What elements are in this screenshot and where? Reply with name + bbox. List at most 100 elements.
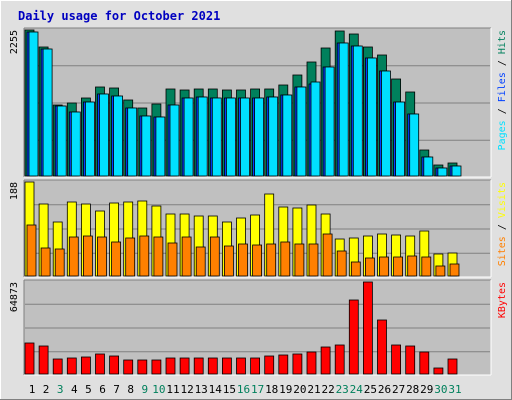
bar-kbytes-day-23 <box>334 344 345 375</box>
bar-sites-day-3 <box>54 248 65 277</box>
legend-item-pages: Pages <box>497 120 508 150</box>
x-tick-day-29: 29 <box>420 383 433 396</box>
x-tick-day-5: 5 <box>85 383 92 396</box>
bar-pages-day-12 <box>183 97 194 177</box>
bar-kbytes-day-1 <box>24 342 35 375</box>
bar-pages-day-13 <box>197 96 208 177</box>
bar-pages-day-18 <box>268 96 279 177</box>
bar-kbytes-day-21 <box>306 351 317 375</box>
bar-kbytes-day-27 <box>391 344 402 375</box>
bar-pages-day-25 <box>366 57 377 177</box>
bar-pages-day-1 <box>28 31 39 177</box>
bar-sites-day-18 <box>266 243 277 277</box>
bar-kbytes-day-9 <box>137 359 148 375</box>
panel-bottom: 64873 KBytes <box>9 279 508 376</box>
bar-sites-day-24 <box>350 261 361 277</box>
chart-panels: 2255 Pages / Files / Hits 188 Sites / Visit… <box>9 27 508 376</box>
x-tick-day-14: 14 <box>209 383 223 396</box>
x-tick-day-31: 31 <box>448 383 461 396</box>
bar-pages-day-19 <box>282 94 293 177</box>
bar-sites-day-12 <box>181 236 192 277</box>
bar-kbytes-day-26 <box>377 319 387 375</box>
bar-pages-day-11 <box>169 104 180 177</box>
x-tick-day-4: 4 <box>71 383 78 396</box>
bar-pages-day-2 <box>42 48 53 177</box>
legend-top: Pages / Files / Hits <box>497 30 508 150</box>
bar-kbytes-day-4 <box>66 357 77 375</box>
x-tick-day-9: 9 <box>141 383 148 396</box>
bar-kbytes-day-17 <box>250 357 261 375</box>
legend-separator: / <box>497 102 508 120</box>
x-tick-day-22: 22 <box>321 383 334 396</box>
bar-kbytes-day-22 <box>320 346 331 375</box>
x-tick-day-21: 21 <box>307 383 320 396</box>
x-tick-day-2: 2 <box>43 383 50 396</box>
bar-pages-day-21 <box>310 81 321 177</box>
x-tick-day-8: 8 <box>127 383 134 396</box>
bar-sites-day-14 <box>209 236 220 277</box>
bar-kbytes-day-25 <box>362 281 373 375</box>
x-tick-day-30: 30 <box>434 383 447 396</box>
bar-sites-day-23 <box>336 250 347 277</box>
bar-pages-day-7 <box>113 95 123 177</box>
bar-sites-day-6 <box>97 236 107 277</box>
bar-sites-day-13 <box>195 246 206 277</box>
x-tick-day-12: 12 <box>180 383 193 396</box>
bar-pages-day-23 <box>338 42 349 177</box>
x-tick-day-19: 19 <box>279 383 292 396</box>
bar-sites-day-8 <box>125 237 136 277</box>
bar-pages-day-9 <box>141 115 152 177</box>
bar-sites-day-27 <box>393 256 404 277</box>
bar-sites-day-28 <box>407 255 418 277</box>
bar-sites-day-5 <box>83 235 93 277</box>
x-tick-day-11: 11 <box>166 383 179 396</box>
bar-kbytes-day-19 <box>278 354 289 375</box>
legend-item-sites: Sites <box>497 236 508 266</box>
bar-sites-day-26 <box>379 256 389 277</box>
bar-kbytes-day-15 <box>221 357 232 375</box>
bar-pages-day-30 <box>437 167 448 177</box>
bar-sites-day-20 <box>294 243 305 277</box>
y-max-label: 188 <box>9 182 20 200</box>
bar-sites-day-30 <box>435 265 446 277</box>
bar-pages-day-6 <box>99 93 109 177</box>
legend-separator: / <box>497 218 508 236</box>
bar-pages-day-3 <box>56 105 67 177</box>
bar-pages-day-5 <box>85 101 95 177</box>
x-tick-day-15: 15 <box>223 383 236 396</box>
bar-kbytes-day-6 <box>95 353 105 375</box>
legend-separator: / <box>497 54 508 72</box>
bar-kbytes-day-29 <box>419 351 430 375</box>
bar-pages-day-14 <box>211 97 222 177</box>
bar-pages-day-16 <box>240 97 250 177</box>
bar-kbytes-day-3 <box>52 358 63 375</box>
bar-pages-day-20 <box>296 86 307 177</box>
bar-pages-day-10 <box>155 116 166 177</box>
legend-item-kbytes: KBytes <box>497 282 508 318</box>
bar-pages-day-8 <box>127 107 138 177</box>
bar-sites-day-19 <box>280 241 291 277</box>
x-tick-day-27: 27 <box>392 383 405 396</box>
y-max-label: 2255 <box>9 30 20 54</box>
bar-sites-day-4 <box>68 236 79 277</box>
x-tick-day-26: 26 <box>378 383 391 396</box>
bar-kbytes-day-14 <box>207 357 218 375</box>
bar-sites-day-16 <box>238 243 248 277</box>
bar-sites-day-7 <box>111 241 121 277</box>
x-tick-day-25: 25 <box>364 383 377 396</box>
bar-sites-day-17 <box>252 244 263 277</box>
bar-sites-day-9 <box>139 235 150 277</box>
x-tick-day-7: 7 <box>113 383 120 396</box>
bar-kbytes-day-13 <box>193 357 204 375</box>
bar-pages-day-29 <box>423 156 434 177</box>
bar-kbytes-day-5 <box>81 356 91 375</box>
bar-sites-day-21 <box>308 243 319 277</box>
bar-pages-day-24 <box>352 45 363 177</box>
bar-kbytes-day-20 <box>292 353 303 375</box>
legend-item-files: Files <box>497 72 508 102</box>
bar-pages-day-28 <box>409 113 420 177</box>
x-tick-day-10: 10 <box>152 383 165 396</box>
chart-title: Daily usage for October 2021 <box>18 9 220 23</box>
bar-sites-day-15 <box>223 245 234 277</box>
